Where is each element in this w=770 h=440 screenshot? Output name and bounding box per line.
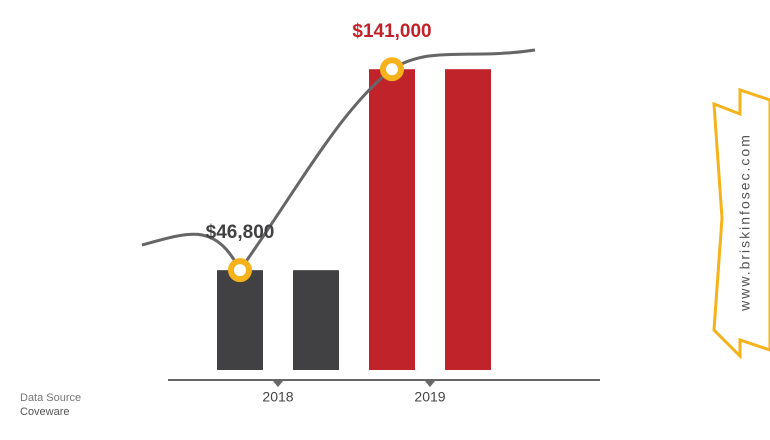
x-tick-label: 2019	[414, 389, 445, 405]
x-tick	[425, 381, 435, 387]
value-label: $141,000	[352, 21, 431, 42]
watermark: www.briskinfosec.com	[737, 133, 753, 312]
marker	[228, 258, 252, 283]
bar	[369, 69, 415, 370]
bar	[217, 270, 263, 370]
source-label: Data Source	[20, 392, 81, 404]
source: Coveware	[20, 406, 70, 418]
bar	[445, 69, 491, 370]
x-tick-label: 2018	[262, 389, 293, 405]
bar	[293, 270, 339, 370]
trend-curve	[141, 48, 536, 274]
value-label: $46,800	[206, 222, 275, 243]
watermark-ribbon	[712, 87, 770, 360]
marker	[380, 57, 404, 82]
x-tick	[273, 381, 283, 387]
